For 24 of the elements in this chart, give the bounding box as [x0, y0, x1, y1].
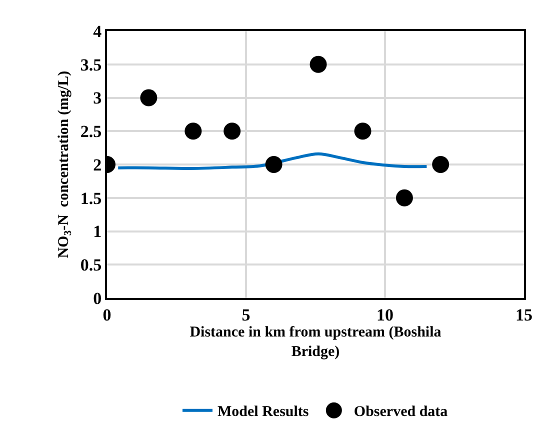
point: [224, 122, 241, 140]
y-tick-label: 3: [93, 88, 102, 108]
line-series: [116, 152, 428, 170]
y-tick-label: 0: [93, 288, 102, 308]
point: [432, 156, 450, 173]
x-tick-label: 5: [242, 305, 250, 324]
legend-label: Observed data: [354, 404, 448, 420]
legend-label: Model Results: [218, 404, 309, 420]
y-tick-label: 1.5: [80, 188, 102, 208]
point: [140, 89, 158, 106]
y-tick-label: 1: [93, 222, 102, 242]
x-tick-label: 10: [376, 305, 394, 324]
point: [265, 156, 282, 173]
point: [184, 122, 202, 140]
y-tick-label: 0.5: [80, 256, 102, 275]
point: [354, 122, 372, 140]
point: [396, 189, 413, 206]
y-tick-label: 2: [93, 155, 102, 174]
point: [310, 56, 327, 73]
y-tick-label: 2.5: [80, 122, 102, 142]
x-axis-title: Distance in km from upstream (Boshila Bridge): [190, 324, 442, 360]
y-tick-label: 4: [93, 22, 102, 41]
x-tick-label: 15: [516, 305, 532, 324]
y-tick-label: 3.5: [80, 55, 102, 74]
